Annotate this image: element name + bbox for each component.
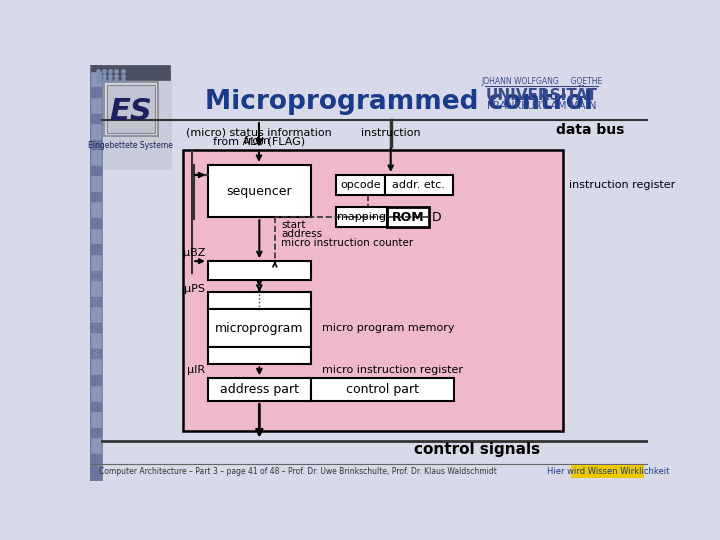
Bar <box>91 66 170 80</box>
Text: micro instruction register: micro instruction register <box>323 366 464 375</box>
Bar <box>336 207 387 227</box>
Bar <box>311 378 454 401</box>
Bar <box>91 361 101 374</box>
Text: Eingebettete Systeme: Eingebettete Systeme <box>88 141 173 150</box>
Bar <box>91 387 101 401</box>
Text: UNIVERSITÄT: UNIVERSITÄT <box>486 88 598 103</box>
Text: μBZ: μBZ <box>183 248 205 259</box>
Bar <box>91 334 101 348</box>
Bar <box>336 175 384 195</box>
Bar <box>90 65 102 481</box>
Text: Hier wird Wissen Wirklichkeit: Hier wird Wissen Wirklichkeit <box>546 467 669 476</box>
Text: control signals: control signals <box>415 442 541 457</box>
Text: Microprogrammed control: Microprogrammed control <box>204 89 593 115</box>
Bar <box>384 175 453 195</box>
Text: control part: control part <box>346 383 419 396</box>
Bar <box>208 347 311 365</box>
Bar <box>91 125 101 139</box>
Bar <box>91 413 101 427</box>
Text: ROM: ROM <box>392 211 425 224</box>
Text: micro instruction counter: micro instruction counter <box>281 239 413 248</box>
Bar <box>90 65 171 168</box>
Text: μIR: μIR <box>187 366 205 375</box>
Bar <box>91 308 101 322</box>
Bar <box>107 85 155 132</box>
Bar <box>183 150 563 430</box>
Text: D: D <box>431 211 441 224</box>
Text: (micro) status information: (micro) status information <box>186 127 332 138</box>
Text: mapping: mapping <box>337 212 386 222</box>
Bar <box>91 72 101 86</box>
Bar <box>208 261 311 280</box>
Bar <box>387 207 429 227</box>
Bar <box>91 177 101 191</box>
Text: from: from <box>244 136 274 146</box>
Text: start: start <box>281 220 305 230</box>
Text: microprogram: microprogram <box>215 322 304 335</box>
Text: addr. etc.: addr. etc. <box>392 180 445 190</box>
Bar <box>91 282 101 296</box>
Text: instruction: instruction <box>361 129 420 138</box>
Bar <box>91 439 101 453</box>
Bar <box>91 151 101 165</box>
Text: FRANKFURT AM MAIN: FRANKFURT AM MAIN <box>487 102 597 111</box>
Bar <box>208 309 311 347</box>
Text: Computer Architecture – Part 3 – page 41 of 48 – Prof. Dr. Uwe Brinkschulte, Pro: Computer Architecture – Part 3 – page 41… <box>99 467 498 476</box>
Text: JOHANN WOLFGANG     GOETHE: JOHANN WOLFGANG GOETHE <box>481 77 603 86</box>
Bar <box>208 378 311 401</box>
Bar <box>208 165 311 217</box>
Text: from ​ALU​ (FLAG): from ​ALU​ (FLAG) <box>213 136 305 146</box>
Bar <box>91 99 101 112</box>
Text: sequencer: sequencer <box>227 185 292 198</box>
Bar <box>104 82 158 136</box>
Bar <box>208 292 311 309</box>
Text: opcode: opcode <box>340 180 381 190</box>
Text: μPS: μPS <box>184 284 205 294</box>
Text: ES: ES <box>109 97 153 125</box>
Bar <box>570 465 644 477</box>
Text: micro program memory: micro program memory <box>323 323 455 333</box>
Text: address: address <box>281 229 322 239</box>
Text: address part: address part <box>220 383 299 396</box>
Bar <box>91 230 101 244</box>
Bar <box>91 204 101 217</box>
Text: data bus: data bus <box>557 123 625 137</box>
Bar <box>91 256 101 269</box>
Text: www.uni-frankfurt.de: www.uni-frankfurt.de <box>91 260 102 362</box>
Text: instruction register: instruction register <box>569 180 675 190</box>
